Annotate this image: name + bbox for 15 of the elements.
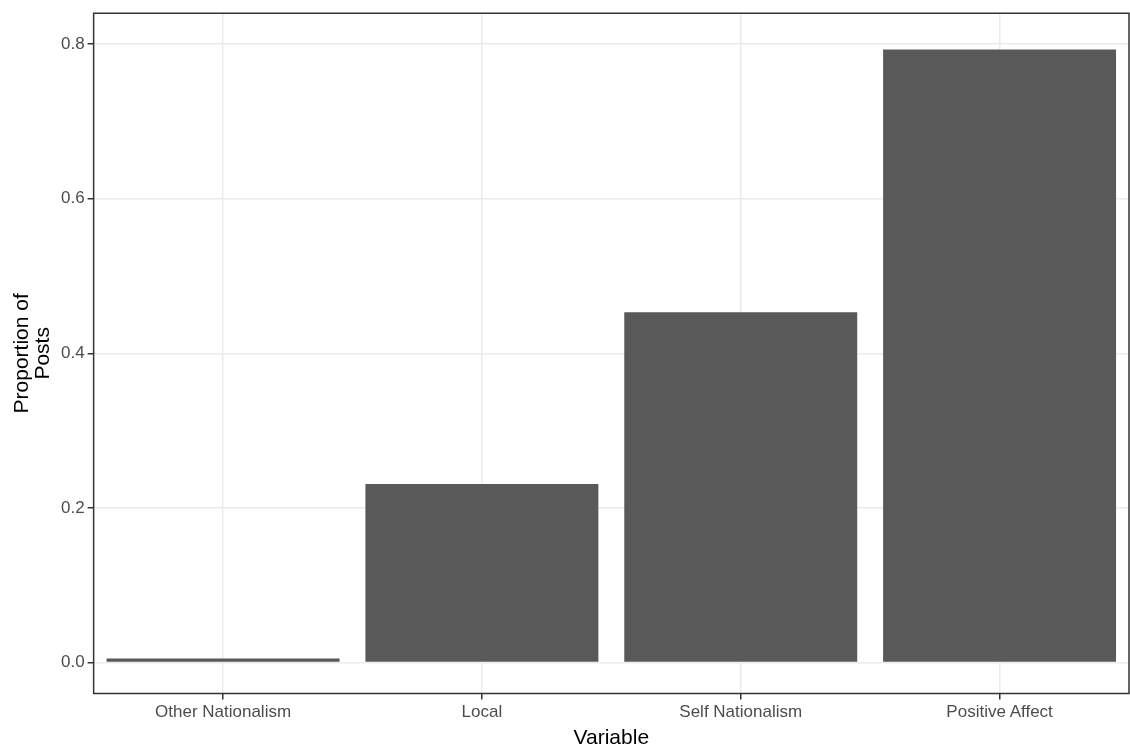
- bar: [365, 483, 599, 662]
- y-tick-label: 0.4: [60, 342, 85, 362]
- y-tick-label: 0.8: [60, 33, 85, 53]
- x-tick-label: Other Nationalism: [155, 702, 292, 722]
- bar: [883, 49, 1117, 662]
- x-tick-label: Self Nationalism: [679, 702, 803, 722]
- bar: [624, 312, 858, 662]
- y-tick-label: 0.0: [60, 652, 85, 672]
- x-axis-title: Variable: [573, 725, 650, 749]
- y-tick-label: 0.2: [60, 497, 85, 517]
- y-tick-label: 0.6: [60, 188, 85, 208]
- y-axis-title: Proportion of Posts: [9, 293, 54, 414]
- x-tick-label: Positive Affect: [946, 702, 1054, 722]
- bar: [106, 658, 340, 662]
- x-tick-label: Local: [461, 702, 503, 722]
